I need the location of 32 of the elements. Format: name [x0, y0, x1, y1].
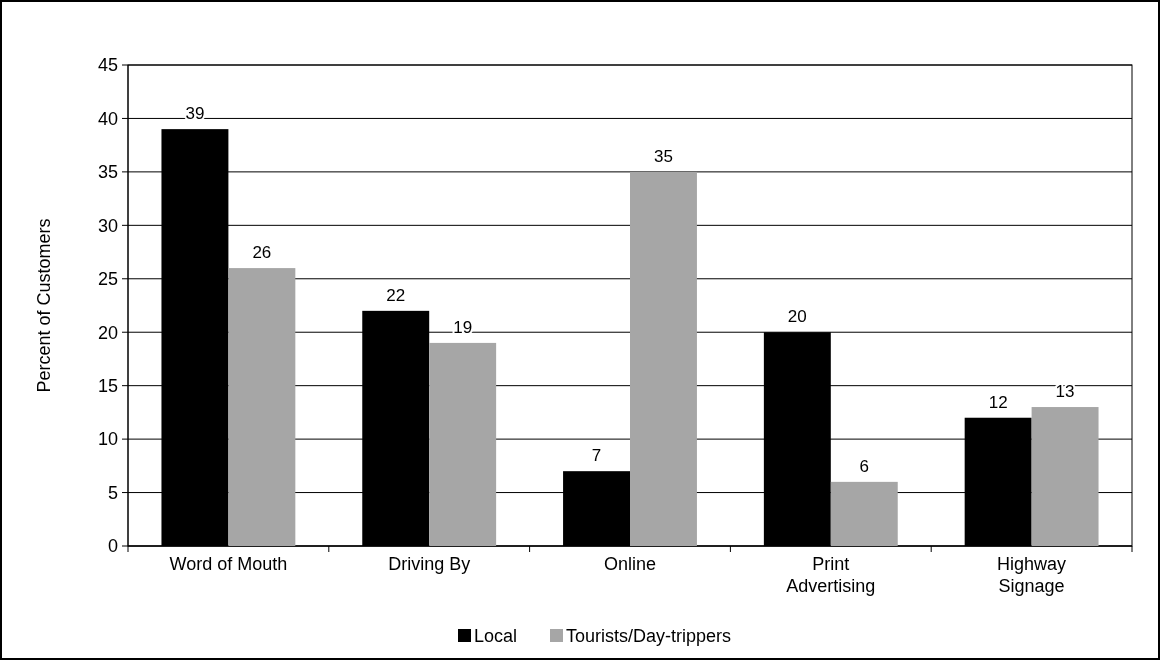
data-label: 13: [1055, 382, 1075, 402]
data-label: 26: [252, 243, 272, 263]
x-tick-label: Print Advertising: [786, 554, 876, 596]
y-tick-label: 25: [97, 269, 118, 290]
legend-label: Local: [474, 626, 518, 647]
bar: [630, 171, 697, 546]
bar: [1031, 407, 1099, 546]
data-label: 35: [654, 146, 673, 166]
x-tick-label: Word of Mouth: [169, 554, 288, 574]
x-tick-label: Online: [603, 554, 657, 574]
y-tick-label: 30: [97, 215, 118, 236]
bar: [429, 342, 497, 546]
y-tick-label: 0: [107, 536, 118, 557]
y-axis-title: Percent of Customers: [34, 218, 54, 393]
data-label: 22: [386, 285, 406, 305]
y-tick-label: 40: [97, 108, 118, 129]
x-tick-label: Driving By: [388, 554, 471, 574]
y-tick-label: 45: [97, 55, 118, 76]
y-tick-label: 15: [97, 375, 118, 396]
data-label: 19: [453, 317, 473, 337]
y-tick-label: 20: [97, 322, 118, 343]
data-label: 7: [591, 446, 602, 466]
x-tick-label: Highway Signage: [997, 554, 1067, 596]
data-label: 20: [787, 307, 807, 327]
bar: [228, 268, 296, 546]
y-tick-label: 35: [97, 162, 118, 183]
data-label: 12: [988, 392, 1008, 412]
bar: [830, 481, 898, 546]
y-tick-label: 10: [97, 429, 118, 450]
data-label: 6: [859, 456, 869, 476]
y-tick-label: 5: [107, 482, 118, 503]
legend-label: Tourists/Day-trippers: [566, 626, 732, 647]
